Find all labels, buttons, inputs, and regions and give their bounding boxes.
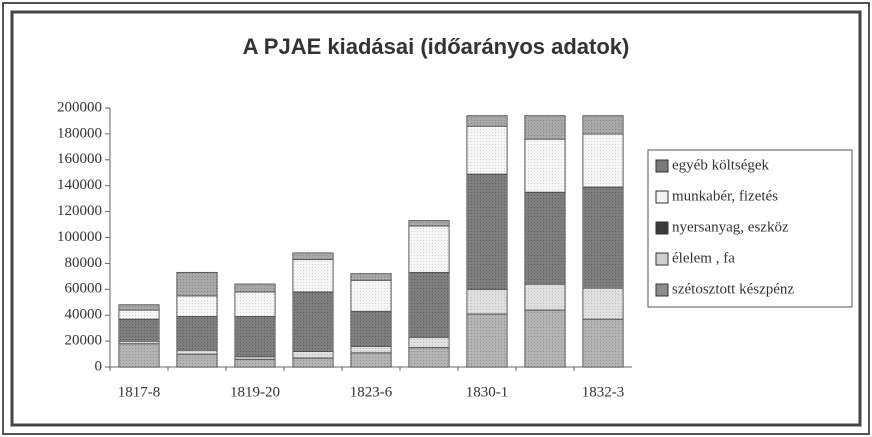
bar-texture xyxy=(351,273,391,281)
bar-texture xyxy=(235,284,275,292)
bar-texture xyxy=(119,319,159,342)
y-tick-label: 20000 xyxy=(65,333,103,349)
y-tick-label: 40000 xyxy=(65,307,103,323)
legend-label: élelem , fa xyxy=(672,250,735,266)
legend-swatch xyxy=(655,190,669,204)
legend-swatch xyxy=(655,159,669,173)
bar-texture xyxy=(293,351,333,358)
bar-texture xyxy=(293,291,333,352)
bar-texture xyxy=(351,311,391,347)
y-tick-label: 180000 xyxy=(57,125,102,141)
bar-texture xyxy=(409,220,449,226)
bar-texture xyxy=(409,225,449,273)
y-tick-label: 200000 xyxy=(57,99,102,115)
legend-box xyxy=(647,149,853,308)
legend-label: nyersanyag, eszköz xyxy=(672,219,789,235)
legend-swatch xyxy=(655,283,669,297)
bar-texture xyxy=(351,352,391,367)
legend-label: munkabér, fizetés xyxy=(672,188,778,204)
x-tick-label: 1830-1 xyxy=(466,384,509,400)
x-tick-label: 1823-6 xyxy=(350,384,393,400)
bar-texture xyxy=(467,313,507,367)
bar-texture xyxy=(119,343,159,367)
bar-texture xyxy=(467,174,507,290)
y-tick-label: 0 xyxy=(95,358,103,374)
bar-texture xyxy=(235,359,275,367)
bar-texture xyxy=(119,304,159,311)
y-tick-label: 80000 xyxy=(65,255,103,271)
y-tick-label: 140000 xyxy=(57,177,102,193)
bar-texture xyxy=(177,272,217,296)
bar-texture xyxy=(409,347,449,367)
legend-label: egyéb költségek xyxy=(672,157,770,173)
bar-texture xyxy=(235,316,275,357)
bar-texture xyxy=(235,291,275,317)
bar-texture xyxy=(583,186,623,289)
legend-swatch xyxy=(655,221,669,235)
bar-texture xyxy=(177,350,217,355)
bar-texture xyxy=(583,115,623,134)
inner-frame xyxy=(10,10,862,427)
legend-swatch xyxy=(655,252,669,266)
bar-texture xyxy=(525,284,565,311)
bar-texture xyxy=(525,115,565,140)
x-tick-label: 1819-20 xyxy=(230,384,280,400)
bar-texture xyxy=(119,310,159,320)
y-tick-label: 100000 xyxy=(57,229,102,245)
bar-texture xyxy=(467,126,507,175)
bar-texture xyxy=(293,357,333,367)
bar-texture xyxy=(351,280,391,312)
bar-texture xyxy=(525,310,565,367)
x-tick-label: 1817-8 xyxy=(118,384,161,400)
bar-texture xyxy=(235,356,275,360)
bar-texture xyxy=(409,272,449,338)
bar-texture xyxy=(409,337,449,348)
bar-texture xyxy=(177,316,217,351)
bar-texture xyxy=(583,319,623,367)
bar-texture xyxy=(293,253,333,260)
bar-texture xyxy=(119,341,159,344)
bar-texture xyxy=(583,133,623,187)
bar-texture xyxy=(351,346,391,353)
bar-texture xyxy=(177,354,217,367)
bar-texture xyxy=(177,295,217,317)
legend-label: szétosztott készpénz xyxy=(672,281,794,297)
bar-texture xyxy=(467,289,507,314)
bar-texture xyxy=(525,192,565,285)
y-tick-label: 160000 xyxy=(57,151,102,167)
bar-texture xyxy=(293,259,333,292)
chart-title: A PJAE kiadásai (időarányos adatok) xyxy=(243,34,630,59)
bar-texture xyxy=(583,288,623,320)
bar-texture xyxy=(525,139,565,193)
bar-texture xyxy=(467,115,507,127)
y-tick-label: 120000 xyxy=(57,203,102,219)
x-tick-label: 1832-3 xyxy=(582,384,625,400)
y-tick-label: 60000 xyxy=(65,281,103,297)
